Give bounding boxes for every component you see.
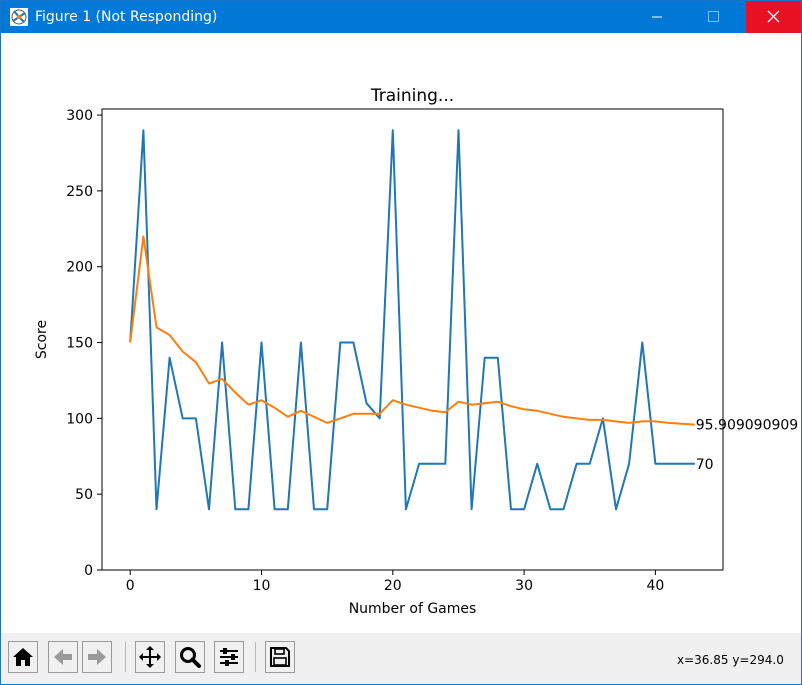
home-button[interactable]	[8, 641, 38, 673]
navigation-toolbar: x=36.85 y=294.0	[1, 633, 801, 684]
training-chart[interactable]: 0 10 20 30 40 0 50 100 150 200 250 300 95.909090909…	[1, 33, 801, 633]
matplotlib-app-icon	[10, 8, 28, 26]
axes-frame	[101, 108, 724, 571]
zoom-button[interactable]	[175, 641, 205, 673]
back-arrow-icon	[54, 649, 72, 665]
close-icon	[767, 10, 780, 23]
minimize-button[interactable]	[634, 1, 680, 33]
configure-subplots-icon	[220, 648, 238, 666]
pan-icon	[139, 646, 161, 668]
minimize-icon	[652, 16, 662, 18]
x-tick-label: 30	[515, 578, 533, 594]
x-tick-label: 10	[253, 578, 271, 594]
x-tick-label: 40	[646, 578, 664, 594]
save-button[interactable]	[265, 641, 295, 673]
y-axis-label: Score	[34, 320, 50, 359]
mean-scores-series-line	[129, 235, 695, 426]
save-icon	[270, 647, 290, 667]
y-tick-label: 300	[66, 108, 93, 124]
x-tick-label: 20	[384, 578, 402, 594]
back-button[interactable]	[48, 641, 78, 673]
configure-subplots-button[interactable]	[214, 641, 244, 673]
y-tick-label: 100	[66, 411, 93, 427]
data-label: 70	[696, 457, 714, 473]
scores-series-line	[129, 129, 695, 511]
home-icon	[13, 648, 33, 666]
y-tick-label: 150	[66, 336, 93, 352]
zoom-icon	[180, 647, 201, 668]
chart-title: Training...	[370, 86, 454, 106]
y-tick-label: 50	[75, 487, 93, 503]
y-tick-label: 200	[66, 260, 93, 276]
maximize-icon	[708, 11, 719, 22]
plot-canvas[interactable]: 0 10 20 30 40 0 50 100 150 200 250 300 95.909090909…	[1, 33, 801, 633]
forward-button[interactable]	[82, 641, 112, 673]
close-button[interactable]	[746, 1, 801, 33]
pan-button[interactable]	[135, 641, 165, 673]
x-tick-label: 0	[126, 578, 135, 594]
y-tick-label: 0	[84, 563, 93, 579]
y-tick-label: 250	[66, 184, 93, 200]
toolbar-separator	[255, 642, 256, 672]
maximize-button[interactable]	[690, 1, 736, 33]
toolbar-separator	[125, 642, 126, 672]
window-title: Figure 1 (Not Responding)	[35, 9, 218, 25]
cursor-coordinates: x=36.85 y=294.0	[677, 653, 784, 667]
data-label: 95.909090909	[696, 418, 798, 434]
forward-arrow-icon	[88, 649, 106, 665]
x-axis-label: Number of Games	[349, 601, 477, 617]
title-bar[interactable]: Figure 1 (Not Responding)	[1, 1, 801, 33]
